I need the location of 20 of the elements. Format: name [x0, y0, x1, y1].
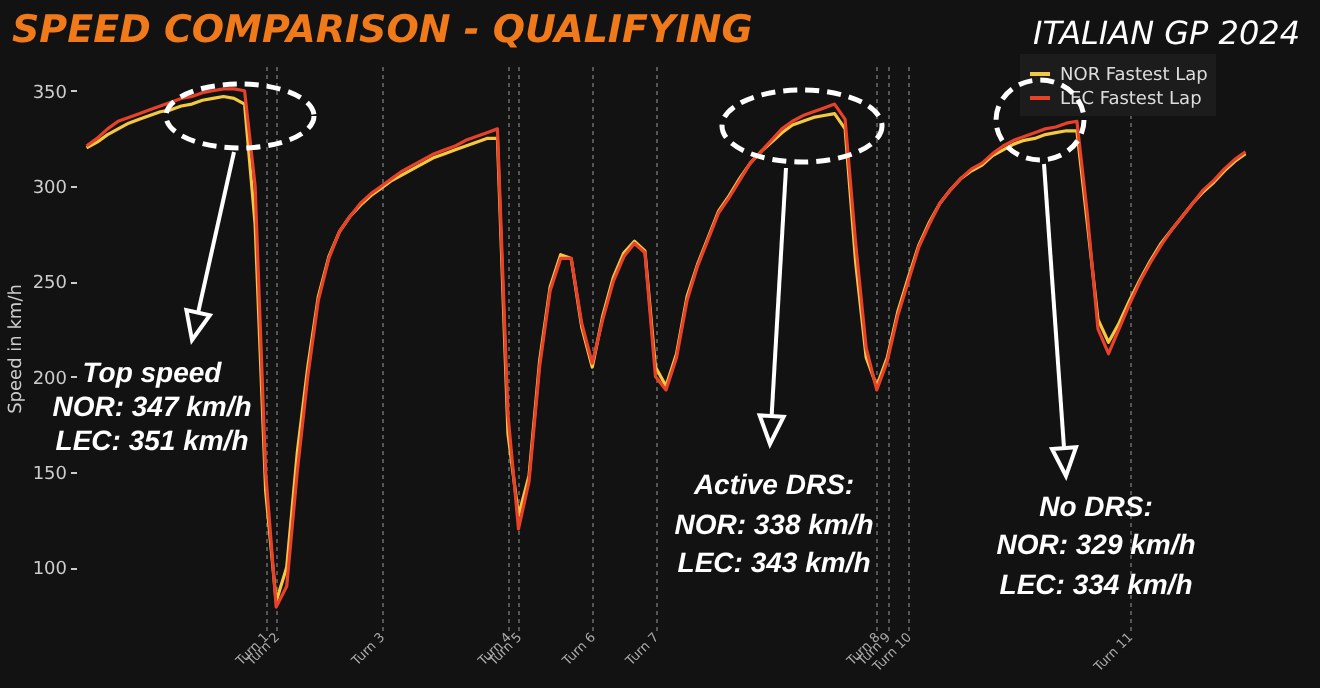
y-tick-label: 300	[32, 179, 68, 200]
annotation: NOR: 329 km/h	[996, 528, 1196, 560]
y-tick-label: 200	[32, 369, 68, 390]
legend-label: LEC Fastest Lap	[1060, 90, 1203, 110]
annotation: LEC: 343 km/h	[677, 546, 871, 578]
chart-title: SPEED COMPARISON - QUALIFYING	[12, 8, 753, 52]
annotation: Active DRS:	[691, 468, 855, 500]
annotation: LEC: 351 km/h	[55, 424, 249, 456]
y-axis-title: Speed in km/h	[6, 284, 27, 414]
annotation: LEC: 334 km/h	[999, 568, 1193, 600]
annotation: No DRS:	[1039, 490, 1153, 522]
chart-subtitle: ITALIAN GP 2024	[1033, 14, 1300, 52]
y-tick-label: 150	[32, 464, 68, 485]
y-tick-label: 250	[32, 274, 68, 295]
legend-label: NOR Fastest Lap	[1060, 66, 1209, 86]
annotation: NOR: 347 km/h	[52, 390, 252, 422]
annotation: NOR: 338 km/h	[674, 508, 874, 540]
y-tick-label: 100	[32, 560, 68, 581]
y-tick-label: 350	[32, 83, 68, 104]
annotation: Top speed	[82, 356, 223, 388]
